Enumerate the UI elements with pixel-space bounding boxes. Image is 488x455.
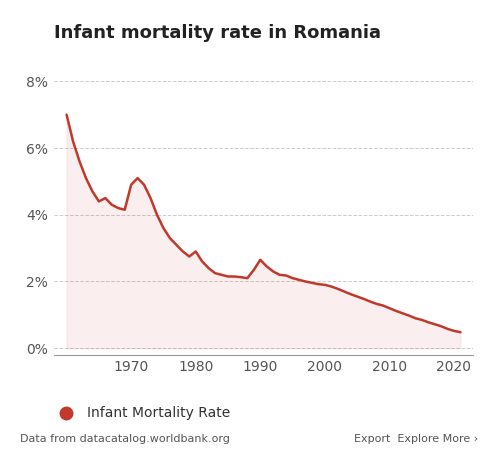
Legend: Infant Mortality Rate: Infant Mortality Rate bbox=[46, 401, 236, 426]
Text: Infant mortality rate in Romania: Infant mortality rate in Romania bbox=[54, 24, 381, 42]
Text: Export  Explore More ›: Export Explore More › bbox=[354, 434, 478, 444]
Text: Data from datacatalog.worldbank.org: Data from datacatalog.worldbank.org bbox=[20, 434, 229, 444]
